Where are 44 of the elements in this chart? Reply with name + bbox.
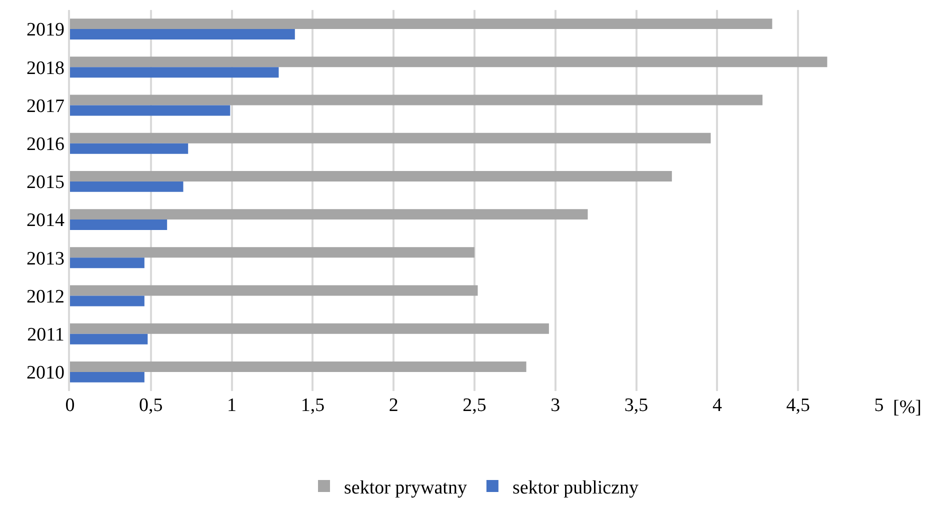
bar <box>70 258 144 268</box>
bar <box>70 170 672 182</box>
bar <box>70 334 148 344</box>
bar <box>70 56 828 68</box>
legend-label: sektor publiczny <box>512 477 640 498</box>
bar <box>70 67 279 78</box>
y-tick-label: 2012 <box>26 286 64 308</box>
y-tick-label: 2013 <box>26 248 64 270</box>
y-tick-label: 2019 <box>26 20 64 41</box>
y-tick-label: 2015 <box>26 172 64 194</box>
bar <box>70 323 549 334</box>
y-tick-label: 2014 <box>26 210 65 232</box>
y-tick-label: 2010 <box>26 362 64 384</box>
legend-label: sektor prywatny <box>344 477 468 498</box>
y-tick-label: 2011 <box>27 324 64 346</box>
bar <box>70 143 188 154</box>
x-tick-label: 0,5 <box>139 395 163 416</box>
bar <box>70 94 762 106</box>
y-tick-label: 2017 <box>26 96 64 117</box>
x-tick-label: 3,5 <box>624 395 648 416</box>
bar <box>70 247 474 258</box>
x-tick-label: 4 <box>712 395 722 416</box>
bar <box>70 29 295 40</box>
bar <box>70 361 526 372</box>
bar <box>70 220 168 230</box>
bar <box>70 296 144 306</box>
x-tick-label: 5 <box>874 395 884 416</box>
y-tick-label: 2018 <box>26 58 64 79</box>
bar <box>70 209 588 220</box>
bar <box>70 372 144 382</box>
x-tick-label: 1,5 <box>300 395 325 416</box>
bar <box>70 181 184 192</box>
bar <box>70 285 478 296</box>
x-tick-label: 2 <box>388 395 398 416</box>
x-tick-label: 1 <box>227 395 237 416</box>
bar <box>70 132 711 144</box>
bar <box>70 105 230 116</box>
x-axis-title: [%] <box>893 397 922 418</box>
x-tick-label: 4,5 <box>786 395 810 416</box>
x-tick-label: 2,5 <box>462 395 486 416</box>
bar <box>70 18 772 30</box>
y-tick-label: 2016 <box>26 134 64 155</box>
x-tick-label: 0 <box>65 395 75 416</box>
x-tick-label: 3 <box>550 395 560 416</box>
